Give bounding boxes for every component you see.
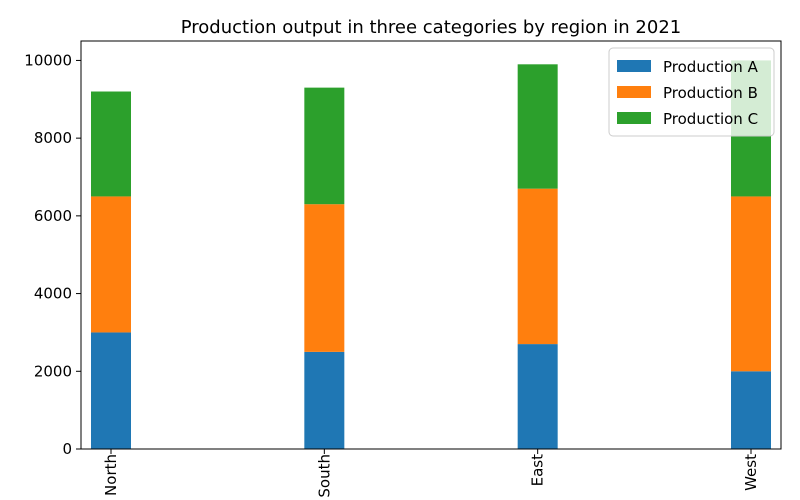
bar-south-series-1 [304, 351, 345, 449]
chart-title: Production output in three categories by… [181, 17, 682, 38]
y-tick-label: 0 [62, 440, 72, 458]
bar-north-series-1 [91, 332, 131, 449]
legend-swatch-2 [617, 86, 651, 98]
bar-west-series-2 [731, 196, 771, 372]
y-tick-label: 8000 [34, 129, 72, 147]
bars-group [91, 60, 771, 449]
x-tick-label-east: East [529, 454, 547, 486]
bar-south-series-3 [304, 87, 345, 205]
x-tick-label-west: West [742, 454, 760, 491]
axes-frame [80, 40, 782, 450]
bar-west-series-1 [731, 371, 771, 449]
legend-swatch-1 [617, 60, 651, 72]
y-tick-label: 6000 [34, 207, 72, 225]
bar-east-series-2 [517, 188, 558, 345]
x-tick-label-north: North [102, 454, 120, 496]
y-axis: 0 2000 4000 6000 8000 10000 [24, 51, 81, 458]
y-tick-label: 4000 [34, 285, 72, 303]
legend: Production A Production B Production C [608, 47, 775, 137]
bar-south-series-2 [304, 204, 345, 352]
x-axis: North South East West [102, 449, 760, 498]
bar-east-series-1 [517, 344, 558, 449]
bar-east-series-3 [517, 64, 558, 189]
bar-north-series-3 [91, 91, 131, 197]
legend-label-2: Production B [663, 84, 758, 102]
x-tick-label-south: South [315, 454, 333, 498]
y-tick-label: 10000 [24, 51, 72, 69]
y-tick-label: 2000 [34, 362, 72, 380]
bar-north-series-2 [91, 196, 131, 333]
legend-label-1: Production A [663, 58, 759, 76]
legend-swatch-3 [617, 112, 651, 124]
legend-label-3: Production C [663, 110, 758, 128]
